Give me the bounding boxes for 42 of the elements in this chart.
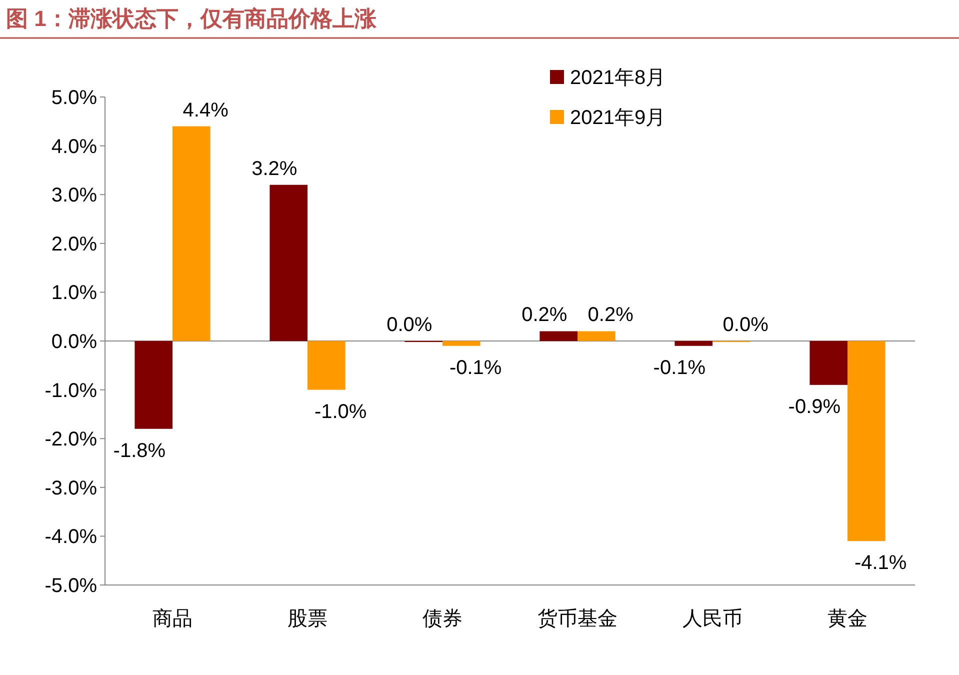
data-label: 0.2% <box>522 304 568 326</box>
y-tick-label: 3.0% <box>51 184 98 207</box>
y-tick-label: 5.0% <box>51 87 98 109</box>
bar <box>540 331 578 341</box>
data-label: 0.0% <box>386 314 432 336</box>
x-tick-label: 人民币 <box>682 608 742 630</box>
x-tick-label: 股票 <box>288 608 328 630</box>
y-tick-label: -2.0% <box>44 428 98 451</box>
x-tick-label: 货币基金 <box>538 608 618 630</box>
y-tick-label: -1.0% <box>44 380 98 402</box>
data-label: -0.9% <box>788 396 841 418</box>
data-label: -4.1% <box>854 552 907 574</box>
x-tick-label: 债券 <box>422 608 462 630</box>
bar <box>134 341 172 429</box>
data-label: 4.4% <box>182 99 229 122</box>
bar <box>810 341 848 385</box>
bar <box>442 341 480 346</box>
bar <box>172 126 210 341</box>
data-label: -1.0% <box>314 400 367 423</box>
x-tick-label: 商品 <box>152 608 192 630</box>
y-tick-label: -5.0% <box>44 575 98 597</box>
y-tick-label: 0.0% <box>51 331 98 353</box>
bar <box>674 341 712 346</box>
data-label: 3.2% <box>252 158 298 180</box>
bar <box>308 341 346 390</box>
y-tick-label: 1.0% <box>51 282 98 304</box>
x-tick-label: 黄金 <box>828 608 868 630</box>
data-label: 0.2% <box>588 304 634 326</box>
y-tick-label: 4.0% <box>51 136 98 158</box>
y-tick-label: -3.0% <box>44 477 98 500</box>
legend-label: 2021年9月 <box>570 107 666 129</box>
data-label: -1.8% <box>113 440 166 462</box>
chart-title: 图 1：滞涨状态下，仅有商品价格上涨 <box>6 6 378 31</box>
legend-label: 2021年8月 <box>570 67 666 89</box>
bar <box>848 341 886 542</box>
bar <box>270 184 308 341</box>
data-label: 0.0% <box>722 314 769 336</box>
y-tick-label: -4.0% <box>44 526 98 548</box>
bar <box>578 331 616 341</box>
y-tick-label: 2.0% <box>51 233 98 256</box>
data-label: -0.1% <box>449 356 502 379</box>
data-label: -0.1% <box>653 356 706 379</box>
